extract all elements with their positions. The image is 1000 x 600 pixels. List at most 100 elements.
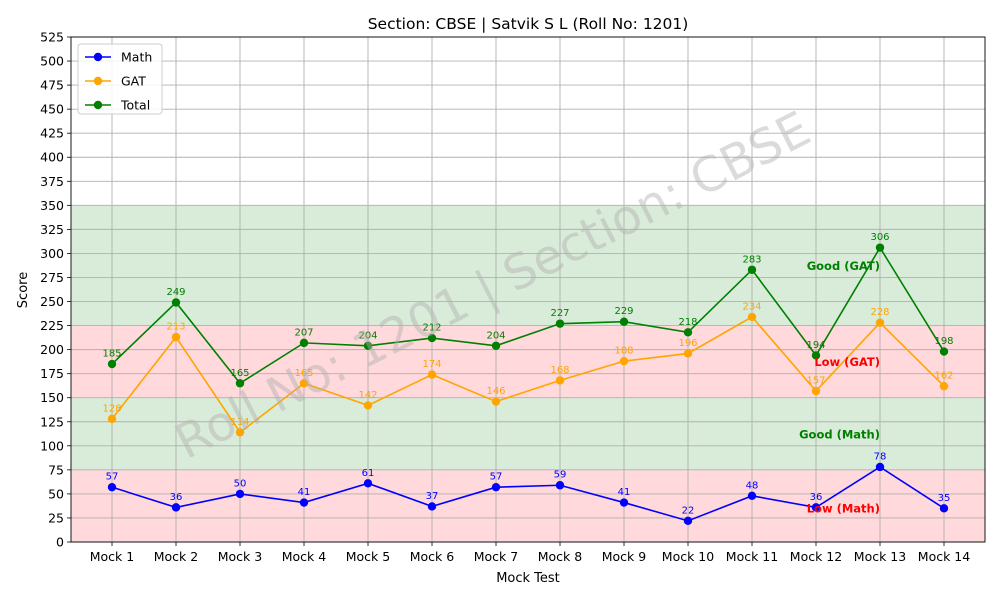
series-total: 185 249 165 207 204 212 204 227 229 218 283 194 306 1… [102, 232, 954, 388]
band-annotation: Low (GAT) [814, 355, 880, 369]
y-tick-label: 475 [40, 78, 64, 93]
data-label-total: 207 [294, 327, 313, 338]
x-tick-label: Mock 5 [346, 549, 390, 564]
x-tick-label: Mock 12 [790, 549, 842, 564]
data-label-gat: 228 [870, 307, 889, 318]
data-point-math [939, 504, 949, 513]
series-math: 57 36 50 41 61 37 57 59 41 22 48 36 78 35 [106, 451, 950, 526]
data-label-total: 204 [358, 330, 377, 341]
y-tick-label: 225 [40, 318, 64, 333]
series-layer: 57 36 50 41 61 37 57 59 41 22 48 36 78 35 128 213 114 165… [102, 232, 954, 526]
x-tick-label: Mock 13 [854, 549, 906, 564]
data-label-math: 57 [106, 472, 119, 483]
data-point-math [875, 462, 885, 472]
data-point-total [235, 379, 245, 388]
data-label-math: 50 [234, 478, 247, 489]
data-label-gat: 234 [742, 301, 761, 312]
data-label-math: 59 [554, 470, 567, 481]
data-point-gat [683, 349, 693, 358]
data-point-gat [619, 356, 629, 366]
data-point-total [555, 319, 565, 328]
series-gat: 128 213 114 165 142 174 146 168 188 196 234 157 228 1… [102, 301, 954, 437]
data-label-total: 198 [934, 336, 953, 347]
y-tick-label: 275 [40, 270, 64, 285]
legend: Math GAT Total [77, 43, 163, 115]
data-point-gat [811, 386, 821, 396]
data-label-math: 78 [874, 451, 887, 462]
data-label-total: 283 [742, 254, 761, 265]
y-tick-label: 100 [40, 438, 64, 453]
data-label-math: 41 [298, 487, 311, 498]
data-label-total: 306 [870, 232, 889, 243]
data-label-total: 218 [678, 317, 697, 328]
data-label-gat: 168 [550, 365, 569, 376]
legend-marker-gat [93, 76, 103, 86]
data-point-gat [107, 414, 117, 424]
y-tick-label: 325 [40, 222, 64, 237]
data-label-total: 185 [102, 349, 121, 360]
data-point-gat [235, 428, 245, 437]
x-axis-label: Mock Test [496, 571, 560, 586]
data-point-total [875, 243, 885, 252]
data-label-math: 57 [490, 472, 503, 483]
y-axis-label: Score [16, 272, 31, 308]
data-point-total [683, 328, 693, 337]
x-tick-label: Mock 1 [90, 549, 134, 564]
data-label-gat: 114 [230, 417, 249, 428]
data-point-total [427, 333, 437, 343]
data-label-gat: 196 [678, 338, 697, 349]
score-bands [71, 205, 985, 542]
data-label-gat: 157 [806, 375, 825, 386]
y-tick-label: 450 [40, 102, 64, 117]
data-point-total [811, 351, 821, 360]
data-point-total [107, 359, 117, 369]
y-tick-label: 375 [40, 174, 64, 189]
data-label-total: 194 [806, 340, 825, 351]
y-tick-label: 150 [40, 390, 64, 405]
series-line-gat [111, 315, 945, 434]
y-tick-label: 400 [40, 150, 64, 165]
legend-label-total: Total [120, 98, 150, 113]
data-point-total [171, 298, 181, 307]
data-point-math [427, 502, 437, 511]
data-point-gat [875, 318, 885, 327]
data-label-total: 249 [166, 287, 185, 298]
y-tick-label: 350 [40, 198, 64, 213]
legend-marker-total [93, 100, 103, 110]
data-point-gat [491, 397, 501, 406]
y-tick-label: 300 [40, 246, 64, 261]
x-tick-label: Mock 14 [918, 549, 970, 564]
data-label-total: 229 [614, 306, 633, 317]
legend-box [77, 43, 163, 115]
data-point-total [491, 341, 501, 350]
data-point-total [299, 338, 309, 348]
data-label-gat: 128 [102, 403, 121, 414]
data-point-math [171, 503, 181, 512]
band-0 [71, 469, 985, 542]
data-point-math [555, 481, 565, 490]
y-tick-label: 50 [48, 486, 64, 501]
data-point-gat [171, 332, 181, 342]
data-label-gat: 174 [422, 359, 441, 370]
data-label-gat: 146 [486, 386, 505, 397]
y-tick-label: 200 [40, 342, 64, 357]
data-label-math: 22 [682, 505, 695, 516]
y-tick-label: 175 [40, 366, 64, 381]
data-point-gat [363, 401, 373, 410]
chart-title: Section: CBSE | Satvik S L (Roll No: 120… [368, 15, 689, 33]
data-label-math: 61 [362, 468, 375, 479]
data-label-gat: 165 [294, 368, 313, 379]
data-point-total [747, 265, 757, 274]
y-tick-label: 525 [40, 30, 64, 45]
x-tick-label: Mock 6 [410, 549, 455, 564]
x-tick-label: Mock 2 [154, 549, 198, 564]
data-point-gat [427, 370, 437, 379]
band-annotation: Low (Math) [807, 501, 880, 515]
y-tick-label: 0 [56, 535, 64, 550]
data-label-math: 36 [170, 492, 183, 503]
legend-label-gat: GAT [121, 74, 146, 89]
x-tick-label: Mock 4 [282, 549, 327, 564]
y-tick-label: 25 [48, 510, 64, 525]
y-tick-label: 75 [48, 462, 64, 477]
data-point-total [619, 317, 629, 326]
